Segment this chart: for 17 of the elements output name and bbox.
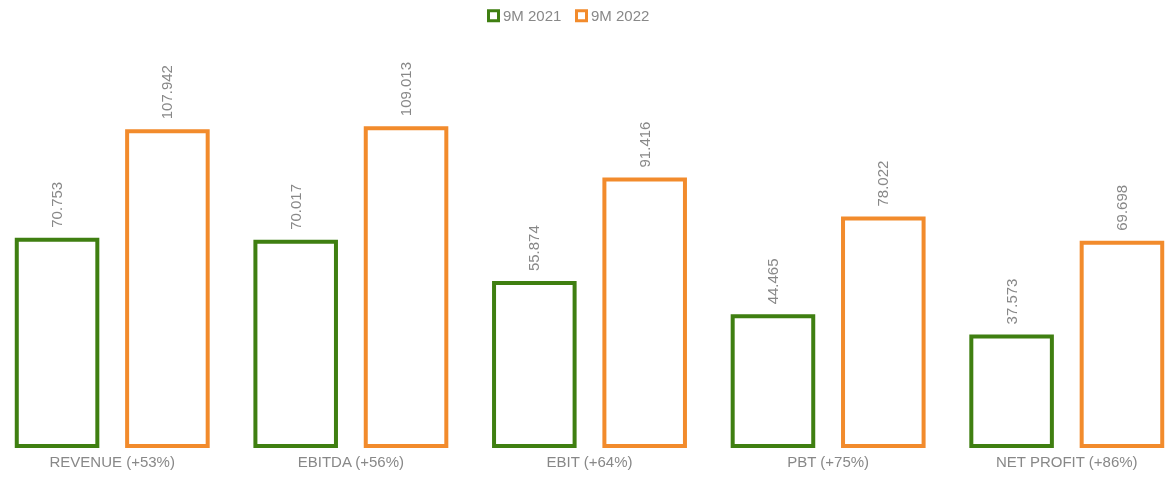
x-tick-label: NET PROFIT (+86%) [995,452,1138,470]
data-label: 70.017 [286,183,304,230]
data-label: 109.013 [397,61,415,117]
x-tick-label: PBT (+75%) [787,452,870,470]
data-label: 91.416 [635,121,653,168]
data-label: 69.698 [1112,184,1130,231]
data-label: 55.874 [525,225,543,272]
x-tick-label: EBITDA (+56%) [297,452,405,470]
legend-label: 9M 2021 [503,6,562,24]
data-label: 78.022 [874,160,892,207]
x-tick-label: EBIT (+64%) [546,452,633,470]
x-tick-label: REVENUE (+53%) [49,452,175,470]
data-label: 70.753 [48,181,66,228]
data-label: 44.465 [763,258,781,305]
data-label: 107.942 [158,65,176,120]
data-label: 37.573 [1002,278,1020,325]
legend-label: 9M 2022 [591,6,650,24]
